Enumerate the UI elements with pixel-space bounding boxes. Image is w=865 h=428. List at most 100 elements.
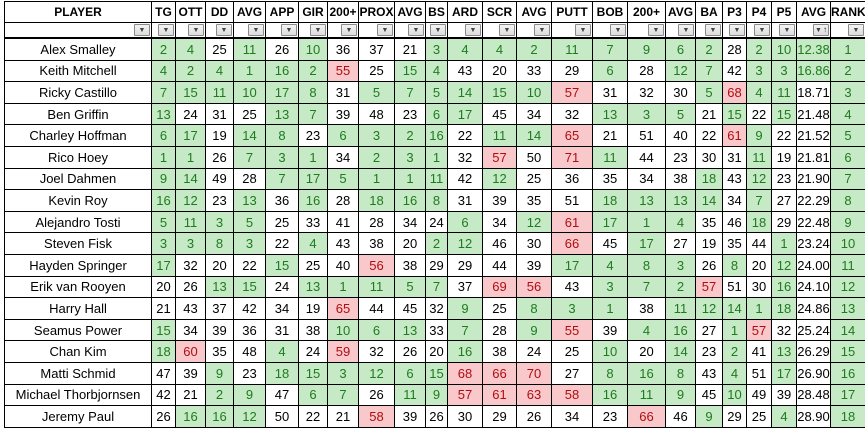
column-header-p5-21[interactable]: P5 [772,2,797,23]
stat-cell[interactable]: 4 [152,60,176,82]
stat-cell[interactable]: 32 [426,298,448,320]
stat-cell[interactable]: 19 [696,233,723,255]
stat-cell[interactable]: 17 [152,254,176,276]
filter-dropdown-button[interactable]: ▼ [216,24,232,36]
stat-cell[interactable]: 26 [395,341,426,363]
stat-cell[interactable]: 40 [328,254,359,276]
player-name-cell[interactable]: Michael Thorbjornsen [5,384,152,406]
column-header-bob-15[interactable]: BOB [593,2,628,23]
column-header-tg-1[interactable]: TG [152,2,176,23]
stat-cell[interactable]: 12 [772,254,797,276]
stat-cell[interactable]: 15 [483,82,517,104]
column-header-avg-22[interactable]: AVG [797,2,831,23]
stat-cell[interactable]: 3 [772,60,797,82]
stat-cell[interactable]: 15 [234,276,266,298]
stat-cell[interactable]: 3 [234,233,266,255]
stat-cell[interactable]: 35 [206,341,234,363]
stat-cell[interactable]: 26 [152,406,176,428]
stat-cell[interactable]: 11 [772,82,797,104]
stat-cell[interactable]: 23 [234,362,266,384]
stat-cell[interactable]: 9 [234,384,266,406]
stat-cell[interactable]: 12 [666,60,696,82]
stat-cell[interactable]: 8 [831,190,865,212]
stat-cell[interactable]: 14 [831,319,865,341]
stat-cell[interactable]: 7 [234,146,266,168]
stat-cell[interactable]: 6 [328,125,359,147]
stat-cell[interactable]: 15 [152,319,176,341]
stat-cell[interactable]: 17 [552,254,593,276]
stat-cell[interactable]: 37 [448,276,483,298]
stat-cell[interactable]: 28 [359,211,395,233]
stat-cell[interactable]: 16 [395,190,426,212]
stat-cell[interactable]: 12 [359,362,395,384]
stat-cell[interactable]: 15 [395,60,426,82]
filter-dropdown-button[interactable]: ▼ [377,24,393,36]
player-name-cell[interactable]: Chan Kim [5,341,152,363]
stat-cell[interactable]: 2 [152,38,176,60]
stat-cell[interactable]: 55 [552,319,593,341]
column-header-avg-13[interactable]: AVG [517,2,552,23]
stat-cell[interactable]: 10 [723,384,747,406]
stat-cell[interactable]: 4 [747,82,772,104]
stat-cell[interactable]: 34 [723,190,747,212]
stat-cell[interactable]: 20 [747,254,772,276]
stat-cell[interactable]: 47 [152,362,176,384]
stat-cell[interactable]: 16 [266,60,299,82]
stat-cell[interactable]: 49 [747,384,772,406]
stat-cell[interactable]: 9 [747,125,772,147]
stat-cell[interactable]: 34 [176,319,206,341]
stat-cell[interactable]: 43 [552,276,593,298]
stat-cell[interactable]: 41 [328,211,359,233]
stat-cell[interactable]: 11 [628,384,666,406]
stat-cell[interactable]: 47 [266,384,299,406]
stat-cell[interactable]: 17 [772,362,797,384]
stat-cell[interactable]: 3 [359,125,395,147]
stat-cell[interactable]: 50 [517,146,552,168]
player-name-cell[interactable]: Alejandro Tosti [5,211,152,233]
stat-cell[interactable]: 25 [517,168,552,190]
stat-cell[interactable]: 1 [359,168,395,190]
player-name-cell[interactable]: Steven Fisk [5,233,152,255]
stat-cell[interactable]: 2 [696,38,723,60]
stat-cell[interactable]: 11 [747,146,772,168]
stat-cell[interactable]: 44 [628,146,666,168]
stat-cell[interactable]: 7 [831,168,865,190]
stat-cell[interactable]: 5 [426,82,448,104]
stat-cell[interactable]: 2 [517,38,552,60]
stat-cell[interactable]: 19 [299,298,328,320]
filter-dropdown-button[interactable]: ▼ [848,24,864,36]
column-header-200-16[interactable]: 200+ [628,2,666,23]
stat-cell[interactable]: 12 [831,276,865,298]
stat-cell[interactable]: 3 [176,233,206,255]
stat-cell[interactable]: 18 [266,362,299,384]
stat-cell[interactable]: 22.29 [797,190,831,212]
stat-cell[interactable]: 23 [206,190,234,212]
stat-cell[interactable]: 3 [628,103,666,125]
stat-cell[interactable]: 22 [747,103,772,125]
stat-cell[interactable]: 4 [723,362,747,384]
stat-cell[interactable]: 2 [723,341,747,363]
stat-cell[interactable]: 1 [234,60,266,82]
stat-cell[interactable]: 28 [628,60,666,82]
filter-dropdown-button[interactable]: ▼ [754,24,770,36]
stat-cell[interactable]: 7 [426,276,448,298]
stat-cell[interactable]: 39 [772,384,797,406]
stat-cell[interactable]: 24.86 [797,298,831,320]
stat-cell[interactable]: 7 [299,103,328,125]
stat-cell[interactable]: 5 [831,125,865,147]
stat-cell[interactable]: 24 [299,341,328,363]
stat-cell[interactable]: 9 [628,38,666,60]
stat-cell[interactable]: 2 [831,60,865,82]
stat-cell[interactable]: 14 [234,125,266,147]
stat-cell[interactable]: 13 [266,103,299,125]
stat-cell[interactable]: 39 [395,406,426,428]
stat-cell[interactable]: 3 [593,276,628,298]
stat-cell[interactable]: 39 [206,319,234,341]
stat-cell[interactable]: 2 [747,38,772,60]
stat-cell[interactable]: 21 [593,125,628,147]
filter-dropdown-button[interactable]: ▼ [134,24,150,36]
stat-cell[interactable]: 44 [747,233,772,255]
stat-cell[interactable]: 3 [206,211,234,233]
column-header-scr-12[interactable]: SCR [483,2,517,23]
filter-dropdown-button[interactable]: ▼ [648,24,664,36]
